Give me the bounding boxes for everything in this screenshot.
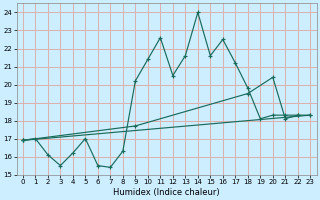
- X-axis label: Humidex (Indice chaleur): Humidex (Indice chaleur): [113, 188, 220, 197]
